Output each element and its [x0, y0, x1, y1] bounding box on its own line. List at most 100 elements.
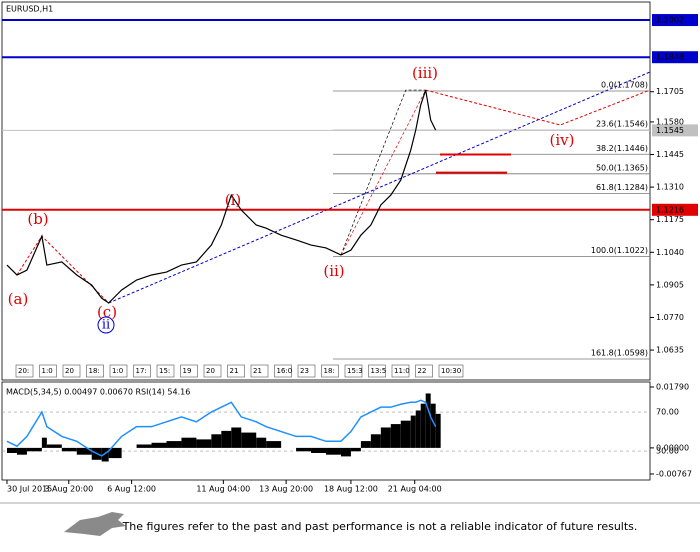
- time-box-label: 11:0: [394, 367, 410, 375]
- x-tick-label: 30 Jul 2015: [7, 485, 52, 494]
- wave-label: (ii): [323, 262, 344, 280]
- macd-tick-label: -0.00767: [656, 469, 692, 478]
- wave-dash: [425, 89, 651, 126]
- time-box: [62, 364, 81, 378]
- x-tick-label: 3 Aug 20:00: [44, 485, 93, 494]
- time-box-label: 1:0: [42, 367, 53, 375]
- macd-bar: [181, 437, 197, 448]
- fib-label: 61.8(1.1284): [596, 183, 648, 192]
- x-tick-label: 11 Aug 04:00: [196, 485, 250, 494]
- time-box-label: 23: [300, 367, 309, 375]
- y-tick-label: 1.1175: [656, 215, 684, 224]
- time-box: [250, 364, 269, 378]
- fib-label: 38.2(1.1446): [596, 144, 648, 153]
- macd-bar: [76, 447, 92, 455]
- macd-bar: [420, 403, 426, 448]
- macd-bar: [136, 444, 152, 448]
- time-box: [203, 364, 222, 378]
- macd-bar: [400, 420, 411, 448]
- macd-bar: [390, 424, 401, 448]
- time-box: [274, 364, 292, 378]
- time-box-label: 20: [206, 367, 215, 375]
- logo: [64, 512, 126, 536]
- indicator-frame: [1, 381, 651, 481]
- rsi-tick-label: 30.00: [656, 447, 679, 456]
- time-box: [86, 364, 104, 378]
- disclaimer: The figures refer to the past and past p…: [122, 520, 638, 533]
- y-tick-label: 1.1040: [656, 248, 684, 257]
- wave-circle: [97, 316, 115, 334]
- macd-tick-label: 0.00000: [656, 443, 689, 452]
- wave-label: (i): [225, 191, 242, 209]
- macd-bar: [410, 415, 416, 448]
- macd-bar: [430, 403, 436, 448]
- time-box-label: 15:3: [347, 367, 363, 375]
- rsi-line: [6, 399, 437, 457]
- time-box-label: 15:: [159, 367, 170, 375]
- macd-bar: [340, 447, 351, 457]
- wave-dash: [340, 89, 427, 256]
- macd-bar: [151, 442, 167, 448]
- time-box: [39, 364, 57, 378]
- indicator-title: MACD(5,34,5) 0.00497 0.00670 RSI(14) 54.…: [6, 388, 190, 397]
- wave-label: (iii): [412, 64, 438, 82]
- fib-label: 23.6(1.1546): [596, 120, 648, 129]
- time-box-label: 16:0: [277, 367, 293, 375]
- macd-bar: [360, 441, 371, 448]
- time-box-label: 1:0: [112, 367, 123, 375]
- time-box-label: 21: [230, 367, 239, 375]
- fib-label: 50.0(1.1365): [596, 163, 648, 172]
- level-label: 1.2002: [656, 16, 684, 25]
- wave-label: (c): [97, 303, 117, 321]
- time-box: [15, 364, 34, 378]
- wave-label: (b): [27, 210, 48, 228]
- x-tick-label: 18 Aug 12:00: [324, 485, 378, 494]
- y-tick-label: 1.1580: [656, 117, 684, 126]
- x-tick-label: 6 Aug 12:00: [107, 485, 156, 494]
- level-label: 1.1848: [656, 53, 684, 62]
- level-tag: [652, 124, 698, 137]
- time-box-label: 19: [183, 367, 192, 375]
- wave-dash: [340, 89, 426, 256]
- rsi-tick-label: 70.00: [656, 408, 679, 417]
- time-box-label: 13:5: [371, 367, 387, 375]
- level-label: 1.1216: [656, 205, 684, 214]
- macd-bar: [16, 447, 27, 455]
- macd-bar: [211, 434, 222, 448]
- time-box-label: 21: [253, 367, 262, 375]
- macd-bar: [415, 410, 421, 448]
- time-box: [321, 364, 339, 378]
- macd-bar: [370, 434, 381, 448]
- time-box-label: 17:: [136, 367, 147, 375]
- level-tag: [652, 51, 698, 64]
- time-box: [391, 364, 410, 378]
- macd-bar: [311, 447, 326, 453]
- time-box-label: 20: [65, 367, 74, 375]
- time-box: [227, 364, 245, 378]
- bull-icon: [64, 512, 126, 536]
- trend-line: [108, 71, 651, 304]
- macd-bar: [108, 447, 122, 459]
- time-box-label: 22: [418, 367, 427, 375]
- macd-bar: [6, 447, 17, 453]
- macd-bar: [435, 413, 441, 448]
- level-label: 1.1545: [656, 126, 684, 135]
- time-box: [415, 364, 433, 378]
- macd-bar: [196, 439, 212, 448]
- macd-bar: [350, 447, 361, 452]
- macd-bar: [61, 447, 77, 452]
- time-box: [109, 364, 128, 378]
- time-box: [344, 364, 363, 378]
- level-tag: [652, 14, 698, 27]
- macd-bar: [101, 447, 109, 462]
- main-frame: [1, 1, 651, 381]
- macd-bar: [425, 393, 431, 448]
- x-tick-label: 13 Aug 20:00: [259, 485, 313, 494]
- wave-label: ii: [102, 318, 110, 333]
- price-line: [6, 89, 437, 304]
- time-box: [180, 364, 198, 378]
- time-box: [133, 364, 151, 378]
- macd-bar: [266, 441, 282, 448]
- fib-label: 100.0(1.1022): [591, 246, 648, 255]
